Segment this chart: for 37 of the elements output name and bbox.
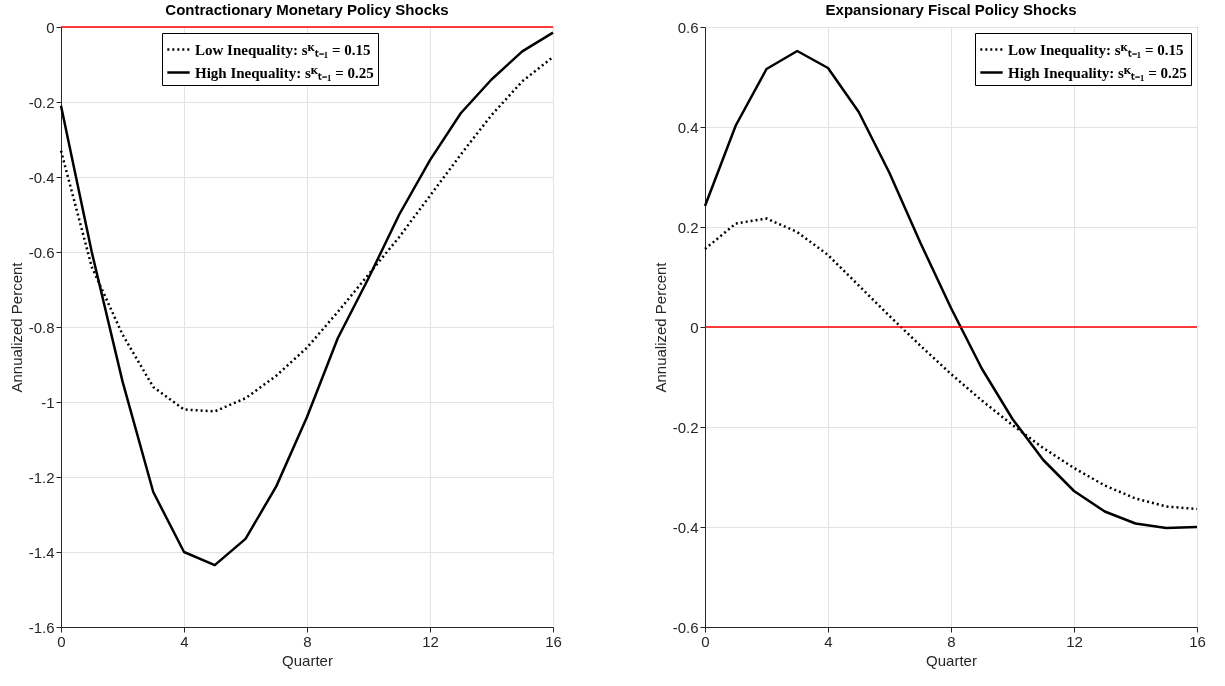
y-tick-label: -0.4 bbox=[672, 518, 699, 536]
y-tick-label: -1.4 bbox=[28, 543, 55, 561]
x-tick-label: 8 bbox=[303, 632, 312, 650]
x-tick-label: 16 bbox=[545, 632, 562, 650]
y-tick-label: 0.2 bbox=[677, 218, 699, 236]
y-tick-label: -0.6 bbox=[28, 243, 55, 261]
y-tick-label: 0.6 bbox=[677, 18, 699, 36]
y-axis-title: Annualized Percent bbox=[7, 261, 25, 393]
x-axis-title: Quarter bbox=[926, 651, 977, 669]
x-tick-label: 4 bbox=[180, 632, 189, 650]
y-tick-label: 0.4 bbox=[677, 118, 699, 136]
y-axis-title: Annualized Percent bbox=[651, 261, 669, 393]
chart-title: Expansionary Fiscal Policy Shocks bbox=[825, 1, 1077, 18]
y-tick-label: -0.4 bbox=[28, 168, 55, 186]
legend-label: High Inequality: sᴷₜ₋₁ = 0.25 bbox=[195, 64, 374, 81]
y-tick-label: -0.2 bbox=[672, 418, 699, 436]
y-tick-label: -0.2 bbox=[28, 93, 55, 111]
x-tick-label: 12 bbox=[1066, 632, 1083, 650]
y-tick-label: 0 bbox=[46, 18, 55, 36]
legend-label: Low Inequality: sᴷₜ₋₁ = 0.15 bbox=[1008, 41, 1184, 58]
x-tick-label: 0 bbox=[701, 632, 710, 650]
legend-label: High Inequality: sᴷₜ₋₁ = 0.25 bbox=[1008, 64, 1187, 81]
y-tick-label: -1 bbox=[41, 393, 55, 411]
line-series bbox=[59, 31, 555, 567]
y-tick-label: -0.6 bbox=[672, 618, 699, 636]
x-tick-label: 16 bbox=[1189, 632, 1206, 650]
legend-label: Low Inequality: sᴷₜ₋₁ = 0.15 bbox=[195, 41, 371, 58]
x-tick-label: 0 bbox=[57, 632, 66, 650]
x-tick-label: 8 bbox=[947, 632, 956, 650]
x-tick-label: 12 bbox=[422, 632, 439, 650]
y-tick-label: -1.6 bbox=[28, 618, 55, 636]
x-axis-title: Quarter bbox=[282, 651, 333, 669]
y-tick-label: -1.2 bbox=[28, 468, 55, 486]
y-tick-label: -0.8 bbox=[28, 318, 55, 336]
x-tick-label: 4 bbox=[824, 632, 833, 650]
chart-title: Contractionary Monetary Policy Shocks bbox=[165, 1, 449, 18]
y-tick-label: 0 bbox=[690, 318, 699, 336]
